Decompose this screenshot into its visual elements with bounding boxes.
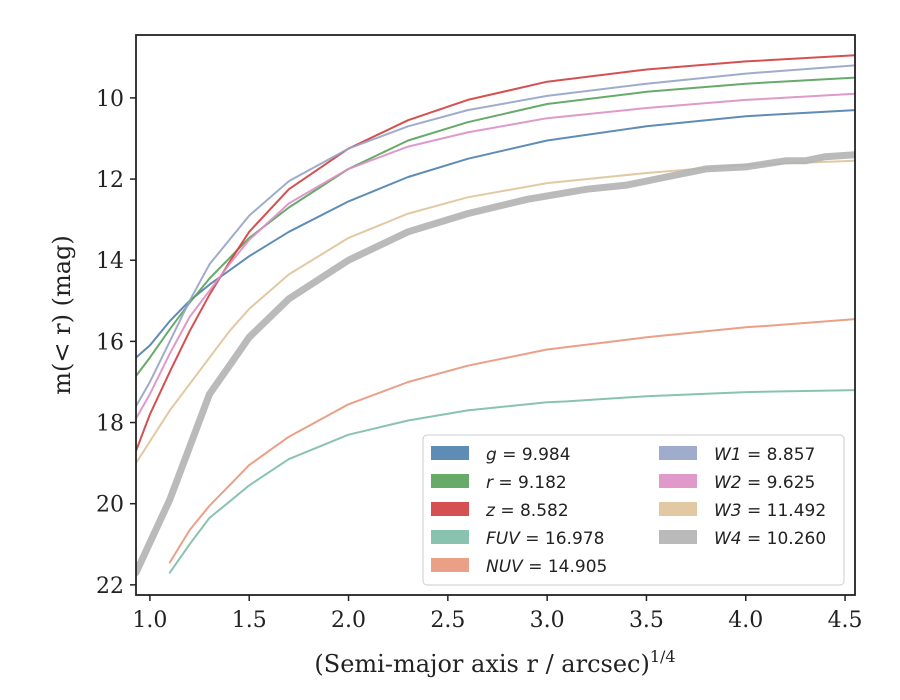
y-tick-label: 20 [96,493,124,518]
series-line-z [136,54,855,452]
y-tick-label: 18 [96,412,124,437]
y-axis-title: m(< r) (mag) [48,235,76,394]
y-tick-label: 12 [96,168,124,193]
legend-label: g = 9.984 [486,445,571,465]
legend-label: z = 8.582 [485,501,569,521]
legend-swatch [431,558,469,572]
y-tick-label: 10 [96,87,124,112]
legend: g = 9.984 r = 9.182 z = 8.582 FUV = 16.978 N… [422,434,845,586]
x-axis-title: (Semi-major axis r / arcsec)1/4 [314,647,675,678]
x-axis-title-main: (Semi-major axis r / arcsec) [314,650,649,678]
series-line-w4 [136,151,855,577]
legend-label: NUV = 14.905 [486,557,607,577]
x-tick-label: 3.5 [629,608,664,633]
legend-swatch [659,446,697,460]
x-axis-title-sup: 1/4 [650,647,676,666]
legend-label: r = 9.182 [486,473,567,493]
legend-label: FUV = 16.978 [486,529,604,549]
y-axis: 10 12 14 16 18 20 22 [96,87,136,599]
x-tick-label: 1.5 [232,608,267,633]
series-line-w2 [136,92,855,420]
plot-frame [135,34,856,596]
legend-swatch [431,446,469,460]
y-tick-label: 16 [96,330,124,355]
legend-label: W2 = 9.625 [714,473,815,493]
x-tick-label: 3.0 [530,608,565,633]
x-tick-label: 4.0 [728,608,763,633]
x-axis: 1.0 1.5 2.0 2.5 3.0 3.5 4.0 4.5 [132,595,863,633]
series-line-r [136,76,855,377]
y-tick-label: 22 [96,574,124,599]
series-layer [136,54,855,577]
series-line-nuv [168,318,855,564]
series-line-w1 [136,64,855,408]
x-tick-label: 2.5 [430,608,465,633]
x-tick-label: 1.0 [132,608,167,633]
legend-swatch [431,530,469,544]
legend-label: W4 = 10.260 [714,529,826,549]
legend-label: W3 = 11.492 [714,501,826,521]
series-line-w3 [136,159,855,465]
x-tick-label: 2.0 [331,608,366,633]
x-tick-label: 4.5 [828,608,863,633]
legend-swatch [431,502,469,516]
legend-label: W1 = 8.857 [714,445,815,465]
series-line-g [136,109,855,359]
legend-swatch [659,530,697,544]
legend-box [422,434,845,586]
y-tick-label: 14 [96,249,124,274]
legend-swatch [659,502,697,516]
legend-swatch [431,474,469,488]
series-line-fuv [168,389,855,574]
legend-swatch [659,474,697,488]
